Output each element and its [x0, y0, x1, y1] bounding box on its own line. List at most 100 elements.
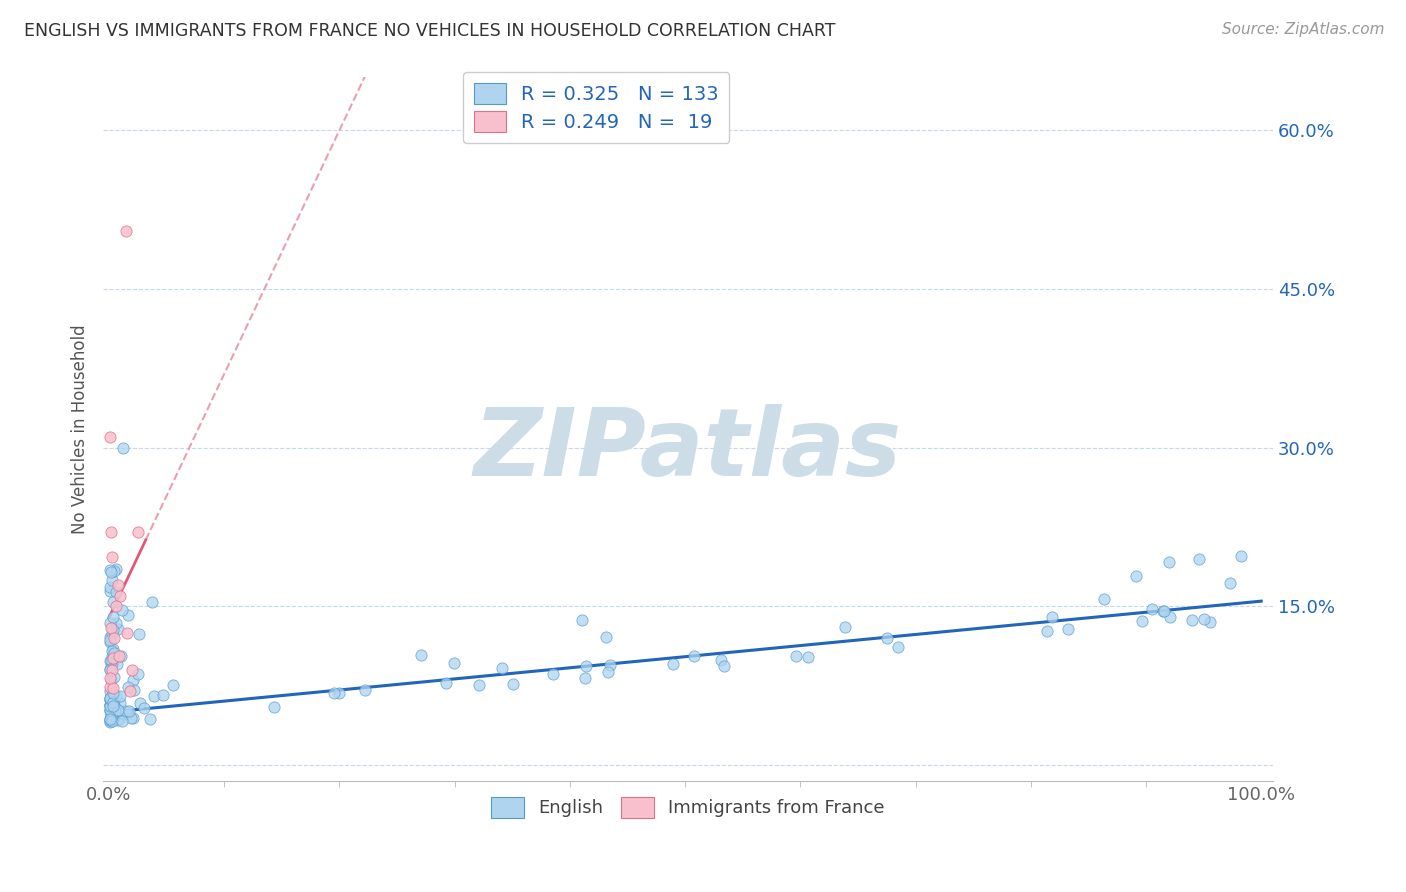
- Point: [98, 703, 121, 717]
- Point: [105, 713, 128, 727]
- Point: [100, 673, 122, 688]
- Point: [108, 713, 131, 727]
- Point: [101, 714, 124, 729]
- Point: [98, 680, 121, 694]
- Legend: English, Immigrants from France: English, Immigrants from France: [484, 789, 891, 825]
- Point: [98, 563, 121, 577]
- Point: [100, 550, 122, 565]
- Point: [599, 657, 621, 672]
- Point: [98, 698, 121, 712]
- Point: [98, 671, 121, 685]
- Point: [101, 642, 124, 657]
- Point: [110, 690, 132, 704]
- Point: [107, 622, 129, 636]
- Point: [328, 686, 350, 700]
- Point: [1152, 604, 1174, 618]
- Point: [110, 589, 132, 603]
- Point: [502, 676, 524, 690]
- Point: [104, 704, 127, 718]
- Point: [541, 667, 564, 681]
- Point: [111, 714, 134, 729]
- Point: [129, 696, 152, 710]
- Point: [110, 648, 132, 663]
- Point: [122, 682, 145, 697]
- Point: [98, 691, 121, 706]
- Point: [661, 657, 683, 672]
- Point: [1142, 602, 1164, 616]
- Point: [1153, 604, 1175, 618]
- Point: [98, 715, 121, 730]
- Point: [98, 713, 121, 727]
- Point: [127, 666, 149, 681]
- Point: [141, 595, 163, 609]
- Point: [103, 650, 125, 665]
- Point: [115, 224, 138, 238]
- Point: [491, 661, 513, 675]
- Point: [98, 580, 121, 594]
- Point: [98, 635, 121, 649]
- Point: [834, 620, 856, 634]
- Point: [117, 706, 139, 721]
- Point: [103, 670, 125, 684]
- Point: [1159, 610, 1181, 624]
- Text: ZIPatlas: ZIPatlas: [474, 404, 903, 496]
- Point: [101, 644, 124, 658]
- Point: [797, 649, 820, 664]
- Point: [100, 707, 122, 722]
- Point: [115, 625, 138, 640]
- Point: [571, 613, 593, 627]
- Point: [1056, 622, 1078, 636]
- Point: [1219, 576, 1241, 591]
- Point: [121, 663, 143, 677]
- Point: [98, 698, 121, 712]
- Point: [101, 610, 124, 624]
- Point: [127, 525, 149, 540]
- Point: [98, 712, 121, 726]
- Point: [101, 712, 124, 726]
- Point: [98, 616, 121, 631]
- Point: [98, 584, 121, 599]
- Point: [1192, 612, 1215, 626]
- Point: [1130, 614, 1153, 628]
- Point: [152, 688, 174, 702]
- Point: [411, 648, 433, 662]
- Point: [101, 686, 124, 700]
- Point: [107, 578, 129, 592]
- Point: [98, 704, 121, 718]
- Point: [354, 683, 377, 698]
- Point: [683, 649, 706, 664]
- Point: [1188, 552, 1211, 566]
- Point: [713, 659, 735, 673]
- Point: [104, 615, 127, 630]
- Point: [101, 681, 124, 695]
- Point: [104, 584, 127, 599]
- Point: [103, 698, 125, 713]
- Point: [107, 702, 129, 716]
- Point: [263, 699, 285, 714]
- Point: [1230, 549, 1253, 563]
- Point: [139, 712, 162, 726]
- Point: [98, 693, 121, 707]
- Point: [111, 441, 134, 455]
- Point: [115, 704, 138, 718]
- Point: [103, 631, 125, 645]
- Point: [98, 692, 121, 706]
- Point: [104, 599, 127, 614]
- Point: [98, 663, 121, 677]
- Point: [105, 703, 128, 717]
- Point: [101, 711, 124, 725]
- Point: [117, 680, 139, 694]
- Point: [121, 673, 143, 687]
- Point: [886, 640, 908, 655]
- Point: [98, 631, 121, 645]
- Point: [105, 561, 128, 575]
- Point: [443, 656, 465, 670]
- Point: [1040, 609, 1063, 624]
- Point: [1159, 555, 1181, 569]
- Point: [98, 430, 121, 444]
- Point: [105, 689, 128, 703]
- Point: [98, 684, 121, 698]
- Point: [100, 654, 122, 668]
- Point: [103, 565, 125, 579]
- Point: [100, 627, 122, 641]
